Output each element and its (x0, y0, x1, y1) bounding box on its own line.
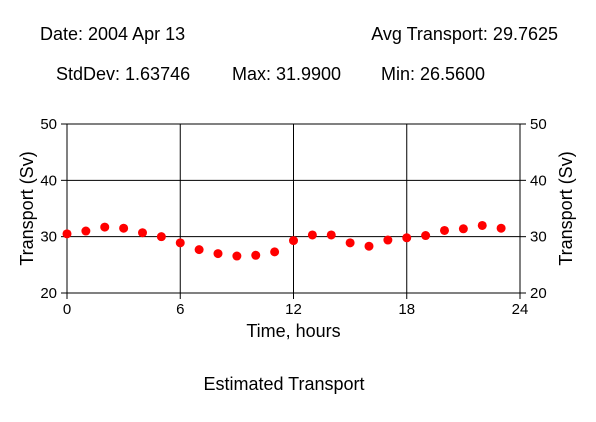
data-point (138, 228, 147, 238)
data-point (175, 238, 185, 248)
data-point (213, 249, 223, 259)
data-point (119, 223, 129, 233)
x-tick-label: 6 (176, 301, 184, 318)
data-point (270, 247, 280, 257)
date-label: Date: 2004 Apr 13 (40, 24, 186, 44)
y-axis-label-left: Transport (Sv) (17, 151, 37, 265)
data-point (251, 250, 261, 260)
y-axis-label-right: Transport (Sv) (556, 151, 576, 265)
y-tick-label-right: 30 (530, 229, 547, 246)
data-point (458, 224, 468, 234)
chart-caption: Estimated Transport (203, 374, 365, 394)
y-tick-label-right: 40 (530, 172, 547, 189)
x-tick-label: 18 (398, 301, 415, 318)
data-point (421, 231, 431, 241)
y-tick-label-left: 50 (40, 116, 57, 133)
min-label: Min: 26.5600 (381, 64, 486, 84)
max-label: Max: 31.9900 (232, 64, 342, 84)
y-tick-label-left: 20 (40, 285, 57, 302)
avg-transport-label: Avg Transport: 29.7625 (371, 24, 558, 44)
data-point (194, 245, 204, 255)
data-point (364, 241, 374, 251)
y-tick-label-left: 40 (40, 172, 57, 189)
data-point (345, 238, 355, 248)
data-point (156, 232, 166, 242)
data-point (289, 236, 298, 246)
data-point (402, 233, 412, 243)
data-point (100, 222, 110, 232)
grid (67, 124, 520, 293)
data-point (477, 220, 487, 230)
data-point (307, 230, 317, 240)
x-tick-label: 24 (512, 301, 529, 318)
data-point (383, 235, 393, 245)
x-tick-label: 0 (63, 301, 71, 318)
stddev-label: StdDev: 1.63746 (56, 64, 191, 84)
y-tick-label-left: 30 (40, 229, 57, 246)
y-tick-label-right: 50 (530, 116, 547, 133)
y-tick-label-right: 20 (530, 285, 547, 302)
data-points (62, 220, 506, 261)
data-point (496, 223, 506, 233)
x-tick-label: 12 (285, 301, 302, 318)
x-axis-label: Time, hours (246, 321, 340, 341)
data-point (440, 225, 449, 235)
data-point (326, 230, 336, 240)
data-point (62, 229, 72, 239)
data-point (81, 226, 91, 236)
data-point (232, 251, 242, 261)
